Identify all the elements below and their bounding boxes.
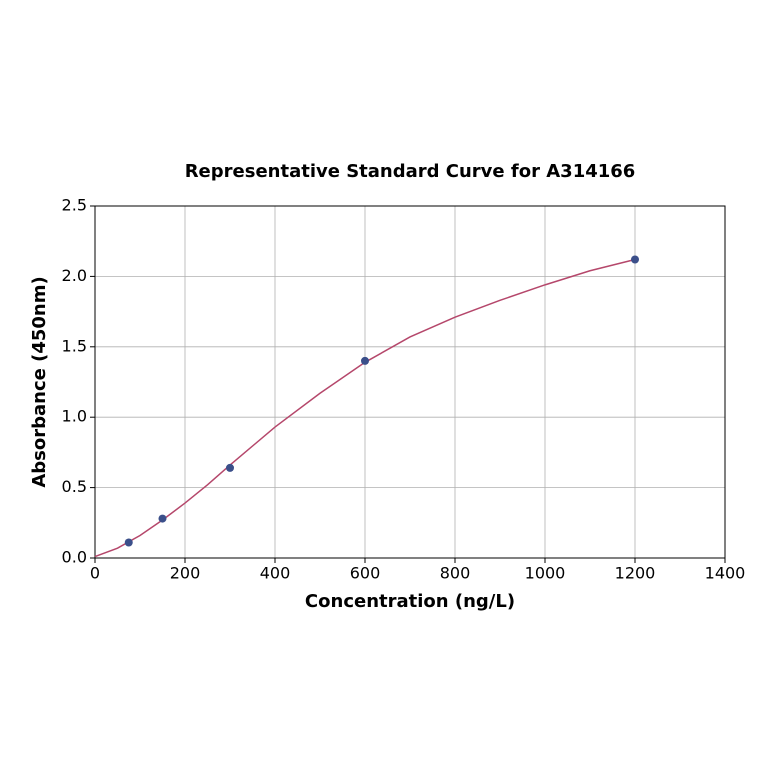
x-tick-label: 0 — [90, 564, 100, 583]
y-tick-label: 0.0 — [62, 548, 87, 567]
y-tick-label: 1.0 — [62, 407, 87, 426]
x-tick-label: 600 — [350, 564, 381, 583]
y-axis-label: Absorbance (450nm) — [29, 276, 50, 487]
y-tick-label: 2.5 — [62, 196, 87, 215]
x-tick-label: 800 — [440, 564, 471, 583]
fit-curve — [94, 258, 636, 558]
data-point — [361, 356, 369, 365]
chart-title: Representative Standard Curve for A31416… — [185, 161, 636, 182]
x-tick-label: 1400 — [705, 564, 746, 583]
x-tick-label: 1200 — [615, 564, 656, 583]
data-point — [158, 514, 167, 523]
x-axis-label: Concentration (ng/L) — [305, 591, 515, 612]
data-point — [226, 463, 234, 472]
y-tick-label: 0.5 — [62, 477, 87, 496]
data-point — [124, 538, 133, 547]
y-tick-label: 1.5 — [62, 336, 87, 355]
data-point — [631, 255, 639, 264]
x-tick-label: 400 — [260, 564, 291, 583]
x-tick-label: 1000 — [525, 564, 566, 583]
plot-frame — [94, 205, 726, 559]
x-tick-label: 200 — [170, 564, 201, 583]
y-tick-label: 2.0 — [62, 266, 87, 285]
